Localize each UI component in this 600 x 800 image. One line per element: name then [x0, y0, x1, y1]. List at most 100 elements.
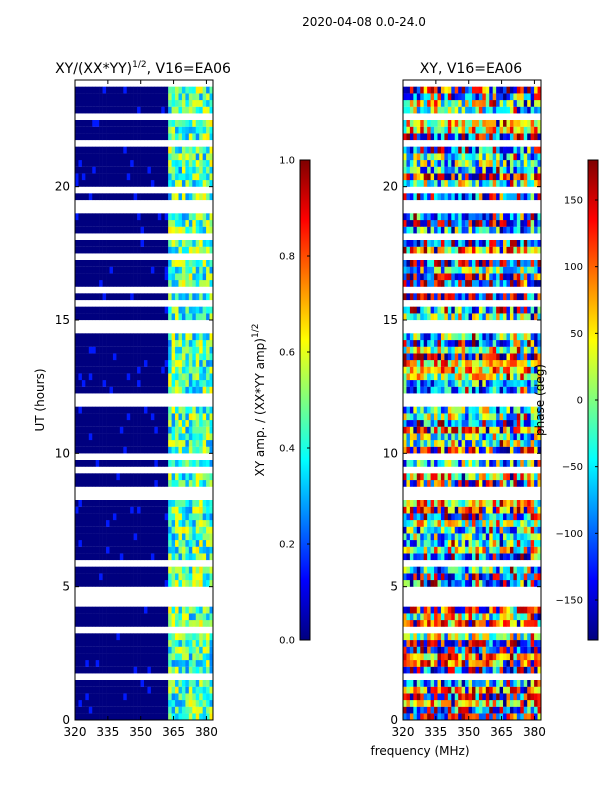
heatmap-cell	[513, 520, 518, 527]
heatmap-cell	[472, 440, 476, 447]
heatmap-cell	[209, 526, 214, 534]
heatmap-cell	[116, 226, 121, 234]
heatmap-cell	[461, 373, 466, 381]
heatmap-cell	[144, 280, 148, 287]
heatmap-cell	[202, 166, 207, 174]
heatmap-cell	[150, 340, 155, 347]
heatmap-cell	[444, 533, 449, 541]
heatmap-cell	[478, 280, 483, 287]
heatmap-cell	[513, 293, 518, 301]
heatmap-cell	[199, 146, 203, 154]
heatmap-cell	[413, 386, 418, 394]
heatmap-cell	[516, 306, 521, 314]
heatmap-cell	[430, 373, 435, 381]
heatmap-cell	[434, 660, 438, 667]
heatmap-cell	[509, 420, 514, 427]
heatmap-cell	[112, 473, 117, 481]
heatmap-cell	[171, 373, 176, 381]
heatmap-cell	[475, 693, 480, 701]
heatmap-cell	[499, 273, 504, 281]
heatmap-cell	[458, 413, 462, 421]
heatmap-cell	[199, 613, 203, 621]
heatmap-cell	[202, 266, 207, 274]
heatmap-cell	[458, 700, 462, 707]
heatmap-cell	[472, 353, 476, 361]
heatmap-cell	[482, 440, 487, 447]
heatmap-cell	[144, 580, 148, 587]
heatmap-cell	[485, 706, 490, 714]
heatmap-cell	[109, 460, 114, 467]
heatmap-cell	[161, 180, 165, 187]
heatmap-cell	[78, 566, 83, 574]
heatmap-cell	[188, 173, 193, 181]
heatmap-cell	[171, 160, 176, 167]
heatmap-cell	[206, 306, 210, 314]
heatmap-cell	[147, 526, 152, 534]
heatmap-cell	[112, 460, 117, 467]
heatmap-cell	[130, 146, 134, 154]
heatmap-cell	[520, 606, 525, 614]
heatmap-cell	[102, 460, 107, 467]
heatmap-cell	[75, 580, 79, 587]
heatmap-cell	[181, 226, 186, 234]
heatmap-cell	[509, 533, 514, 541]
heatmap-cell	[154, 706, 159, 714]
heatmap-cell	[81, 146, 86, 154]
heatmap-cell	[516, 313, 521, 321]
heatmap-cell	[150, 246, 155, 254]
heatmap-cell	[119, 426, 124, 434]
heatmap-cell	[178, 533, 183, 541]
heatmap-cell	[416, 280, 421, 287]
heatmap-cell	[534, 566, 538, 574]
heatmap-cell	[137, 126, 141, 134]
heatmap-cell	[206, 293, 210, 301]
heatmap-cell	[206, 386, 210, 394]
heatmap-cell	[161, 246, 165, 254]
heatmap-cell	[154, 153, 159, 161]
heatmap-cell	[95, 613, 100, 621]
heatmap-cell	[475, 266, 480, 274]
heatmap-cell	[430, 433, 435, 441]
heatmap-cell	[112, 500, 117, 507]
heatmap-cell	[75, 166, 79, 174]
heatmap-cell	[461, 553, 466, 561]
heatmap-cell	[185, 520, 190, 527]
heatmap-cell	[112, 520, 117, 527]
heatmap-cell	[520, 680, 525, 687]
heatmap-cell	[199, 633, 203, 641]
heatmap-cell	[130, 666, 134, 674]
heatmap-cell	[482, 340, 487, 347]
heatmap-cell	[123, 713, 128, 721]
heatmap-cell	[164, 313, 169, 321]
heatmap-cell	[499, 573, 504, 581]
heatmap-cell	[458, 580, 462, 587]
heatmap-cell	[513, 333, 518, 341]
heatmap-cell	[99, 713, 103, 721]
heatmap-cell	[88, 93, 93, 101]
heatmap-cell	[485, 406, 490, 414]
heatmap-cell	[506, 580, 511, 587]
heatmap-cell	[513, 386, 518, 394]
heatmap-cell	[465, 353, 469, 361]
heatmap-cell	[175, 473, 179, 481]
heatmap-cell	[140, 273, 145, 281]
heatmap-cell	[437, 426, 442, 434]
heatmap-cell	[133, 706, 138, 714]
heatmap-cell	[447, 280, 452, 287]
heatmap-cell	[403, 446, 407, 454]
heatmap-cell	[147, 133, 152, 141]
heatmap-cell	[130, 446, 134, 454]
heatmap-cell	[168, 86, 172, 94]
heatmap-cell	[403, 313, 407, 321]
heatmap-cell	[178, 93, 183, 101]
heatmap-cell	[475, 540, 480, 547]
heatmap-cell	[195, 606, 200, 614]
heatmap-cell	[489, 653, 493, 661]
heatmap-cell	[530, 346, 535, 354]
heatmap-cell	[534, 440, 538, 447]
heatmap-cell	[209, 213, 214, 221]
heatmap-cell	[175, 633, 179, 641]
heatmap-cell	[468, 433, 473, 441]
heatmap-cell	[147, 373, 152, 381]
heatmap-cell	[447, 666, 452, 674]
